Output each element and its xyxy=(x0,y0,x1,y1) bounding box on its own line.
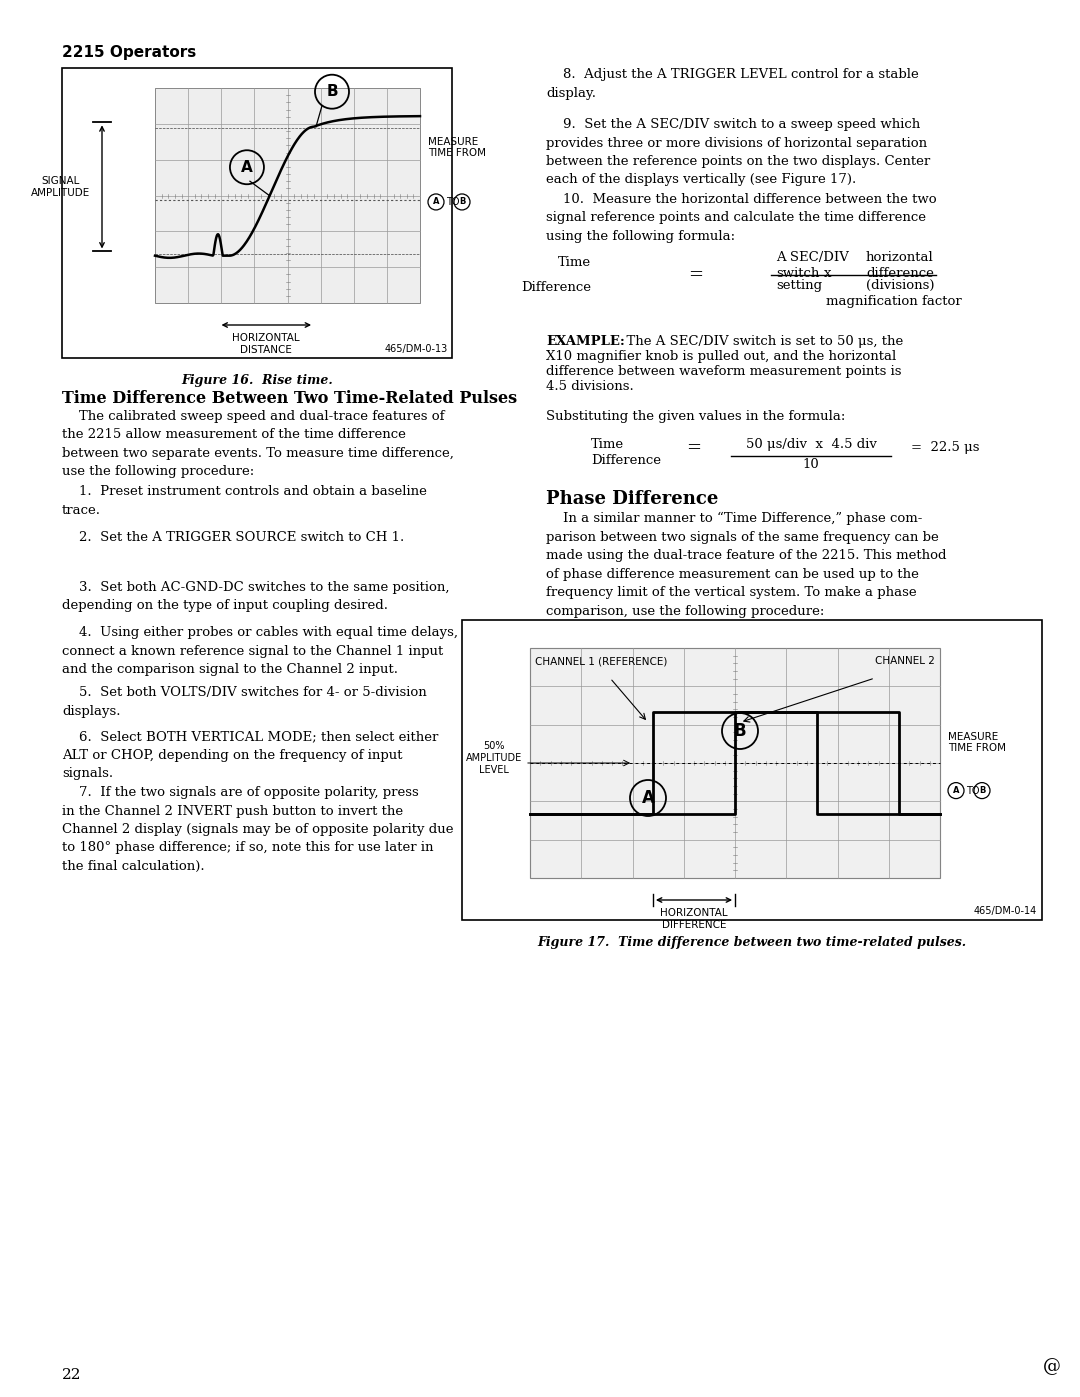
Text: SIGNAL
AMPLITUDE: SIGNAL AMPLITUDE xyxy=(30,176,90,198)
Text: EXAMPLE:: EXAMPLE: xyxy=(546,335,625,348)
Text: 6.  Select BOTH VERTICAL MODE; then select either
ALT or CHOP, depending on the : 6. Select BOTH VERTICAL MODE; then selec… xyxy=(62,731,438,780)
Text: A: A xyxy=(953,787,959,795)
Text: The A SEC/DIV switch is set to 50 μs, the: The A SEC/DIV switch is set to 50 μs, th… xyxy=(618,335,903,348)
Text: 50 μs/div  x  4.5 div: 50 μs/div x 4.5 div xyxy=(745,439,877,451)
Text: MEASURE
TIME FROM: MEASURE TIME FROM xyxy=(948,732,1005,753)
Text: A SEC/DIV: A SEC/DIV xyxy=(777,251,849,264)
Text: 10.  Measure the horizontal difference between the two
signal reference points a: 10. Measure the horizontal difference be… xyxy=(546,193,936,243)
Text: A: A xyxy=(433,197,440,207)
Text: x: x xyxy=(824,267,832,279)
Text: Phase Difference: Phase Difference xyxy=(546,490,718,509)
Bar xyxy=(530,648,940,877)
Text: 2.  Set the A TRIGGER SOURCE switch to CH 1.: 2. Set the A TRIGGER SOURCE switch to CH… xyxy=(62,531,404,543)
Text: 10: 10 xyxy=(802,458,820,471)
Text: CHANNEL 1 (REFERENCE): CHANNEL 1 (REFERENCE) xyxy=(535,657,667,666)
Text: magnification factor: magnification factor xyxy=(826,295,962,307)
Text: B: B xyxy=(326,84,338,99)
Text: 2215 Operators: 2215 Operators xyxy=(62,45,197,60)
Text: Time Difference Between Two Time-Related Pulses: Time Difference Between Two Time-Related… xyxy=(62,390,517,407)
Text: TO: TO xyxy=(966,785,980,796)
Text: 7.  If the two signals are of opposite polarity, press
in the Channel 2 INVERT p: 7. If the two signals are of opposite po… xyxy=(62,787,454,873)
Bar xyxy=(62,68,453,358)
Text: switch: switch xyxy=(777,267,820,279)
Text: @: @ xyxy=(1043,1358,1061,1376)
Text: 465/DM-0-13: 465/DM-0-13 xyxy=(384,344,448,353)
Text: 4.5 divisions.: 4.5 divisions. xyxy=(546,380,634,393)
Text: X10 magnifier knob is pulled out, and the horizontal: X10 magnifier knob is pulled out, and th… xyxy=(546,351,896,363)
Text: B: B xyxy=(459,197,465,207)
Text: A: A xyxy=(642,789,654,807)
Text: horizontal: horizontal xyxy=(866,251,934,264)
Text: The calibrated sweep speed and dual-trace features of
the 2215 allow measurement: The calibrated sweep speed and dual-trac… xyxy=(62,409,454,479)
Text: difference: difference xyxy=(866,267,934,279)
Bar xyxy=(156,88,420,303)
Text: Time: Time xyxy=(558,256,591,270)
Text: A: A xyxy=(241,159,253,175)
Text: Difference: Difference xyxy=(521,281,591,293)
Text: MEASURE
TIME FROM: MEASURE TIME FROM xyxy=(428,137,486,158)
Text: Figure 17.  Time difference between two time-related pulses.: Figure 17. Time difference between two t… xyxy=(538,936,967,949)
Text: 465/DM-0-14: 465/DM-0-14 xyxy=(974,907,1037,916)
Text: In a similar manner to “Time Difference,” phase com-
parison between two signals: In a similar manner to “Time Difference,… xyxy=(546,511,946,617)
Text: =: = xyxy=(687,439,702,457)
Text: Substituting the given values in the formula:: Substituting the given values in the for… xyxy=(546,409,846,423)
Text: TO: TO xyxy=(446,197,459,207)
Text: 1.  Preset instrument controls and obtain a baseline
trace.: 1. Preset instrument controls and obtain… xyxy=(62,485,427,517)
Text: 4.  Using either probes or cables with equal time delays,
connect a known refere: 4. Using either probes or cables with eq… xyxy=(62,626,458,676)
Text: HORIZONTAL
DIFFERENCE: HORIZONTAL DIFFERENCE xyxy=(660,908,728,929)
Text: setting: setting xyxy=(777,279,822,292)
Text: =  22.5 μs: = 22.5 μs xyxy=(912,441,980,454)
Text: HORIZONTAL
DISTANCE: HORIZONTAL DISTANCE xyxy=(232,332,300,355)
Text: 9.  Set the A SEC/DIV switch to a sweep speed which
provides three or more divis: 9. Set the A SEC/DIV switch to a sweep s… xyxy=(546,117,930,187)
Text: B: B xyxy=(733,722,746,740)
Text: 22: 22 xyxy=(62,1368,81,1382)
Text: =: = xyxy=(689,265,703,284)
Bar xyxy=(462,620,1042,921)
Text: 50%
AMPLITUDE
LEVEL: 50% AMPLITUDE LEVEL xyxy=(465,742,522,774)
Text: CHANNEL 2: CHANNEL 2 xyxy=(875,657,935,666)
Text: 5.  Set both VOLTS/DIV switches for 4- or 5-division
displays.: 5. Set both VOLTS/DIV switches for 4- or… xyxy=(62,686,427,718)
Text: (divisions): (divisions) xyxy=(866,279,934,292)
Text: 8.  Adjust the A TRIGGER LEVEL control for a stable
display.: 8. Adjust the A TRIGGER LEVEL control fo… xyxy=(546,68,919,99)
Text: 3.  Set both AC-GND-DC switches to the same position,
depending on the type of i: 3. Set both AC-GND-DC switches to the sa… xyxy=(62,581,449,612)
Text: Time: Time xyxy=(591,439,624,451)
Text: B: B xyxy=(978,787,985,795)
Text: Difference: Difference xyxy=(591,454,661,467)
Text: Figure 16.  Rise time.: Figure 16. Rise time. xyxy=(181,374,333,387)
Text: difference between waveform measurement points is: difference between waveform measurement … xyxy=(546,365,902,379)
